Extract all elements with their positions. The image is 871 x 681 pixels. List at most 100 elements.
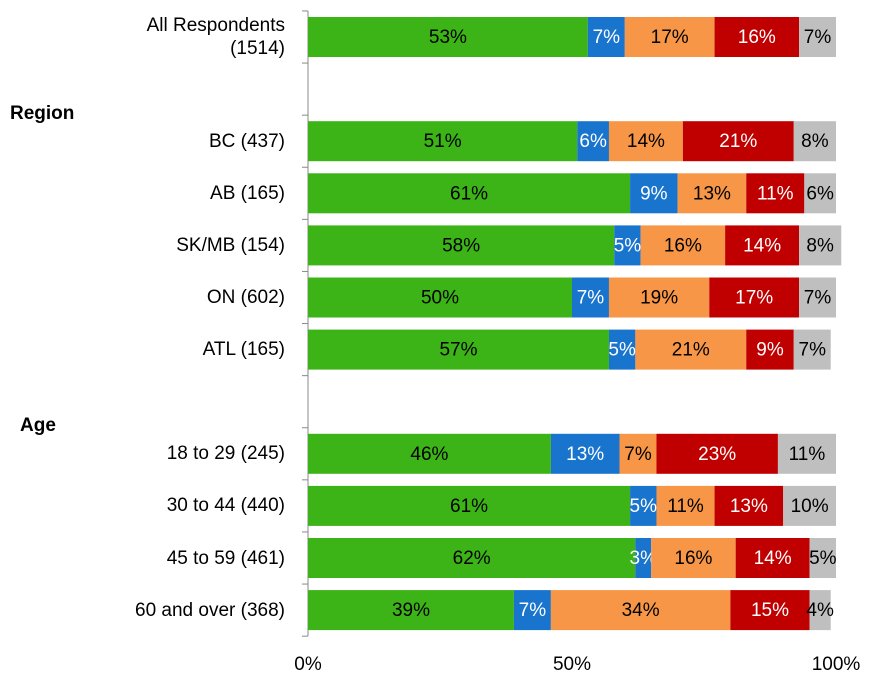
group-header: Age bbox=[20, 415, 56, 437]
value-label: 13% bbox=[730, 496, 768, 517]
bar-segment bbox=[608, 121, 683, 162]
bar-segment bbox=[656, 485, 715, 526]
value-label: 14% bbox=[627, 131, 665, 152]
bar-segment bbox=[730, 590, 810, 631]
bar-segment bbox=[608, 329, 636, 370]
bar-segment bbox=[308, 433, 551, 474]
value-label: 19% bbox=[640, 288, 678, 309]
value-label: 17% bbox=[651, 27, 689, 48]
bar-segment bbox=[308, 277, 572, 318]
value-label: 57% bbox=[439, 340, 477, 361]
bar-segment bbox=[619, 433, 657, 474]
value-label: 5% bbox=[608, 340, 636, 361]
bar-segment bbox=[809, 590, 831, 631]
category-label: ATL (165) bbox=[202, 339, 285, 361]
bar-segment bbox=[572, 277, 609, 318]
value-label: 8% bbox=[801, 131, 829, 152]
value-label: 13% bbox=[693, 183, 731, 204]
bar-segment bbox=[624, 17, 715, 57]
value-label: 8% bbox=[806, 235, 834, 256]
x-tick-label: 0% bbox=[294, 654, 322, 675]
value-label: 61% bbox=[450, 183, 488, 204]
value-label: 9% bbox=[756, 340, 784, 361]
bar-segment bbox=[793, 329, 831, 370]
bar-segment bbox=[714, 17, 800, 57]
value-label: 7% bbox=[577, 288, 605, 309]
category-label: 30 to 44 (440) bbox=[166, 495, 285, 517]
bar-segment bbox=[635, 538, 652, 578]
bar-segment bbox=[308, 17, 588, 57]
value-label: 5% bbox=[614, 235, 642, 256]
bar-segment bbox=[608, 277, 710, 318]
value-label: 9% bbox=[640, 183, 668, 204]
bar-segment bbox=[746, 173, 805, 214]
value-label: 14% bbox=[754, 548, 792, 569]
bar-segment bbox=[550, 433, 620, 474]
value-label: 51% bbox=[424, 131, 462, 152]
value-label: 58% bbox=[442, 235, 480, 256]
value-label: 5% bbox=[630, 496, 658, 517]
category-label: 18 to 29 (245) bbox=[166, 443, 285, 465]
bar-segment bbox=[725, 225, 800, 266]
bar-segment bbox=[308, 590, 514, 631]
value-label: 7% bbox=[804, 27, 832, 48]
value-label: 11% bbox=[667, 496, 704, 517]
bar-segment bbox=[735, 538, 810, 578]
value-label: 50% bbox=[421, 288, 459, 309]
bar-segment bbox=[550, 590, 731, 631]
value-label: 62% bbox=[453, 548, 491, 569]
value-label: 53% bbox=[429, 27, 467, 48]
value-label: 21% bbox=[672, 340, 710, 361]
x-tick-label: 100% bbox=[812, 654, 861, 675]
value-label: 7% bbox=[799, 340, 827, 361]
value-label: 46% bbox=[410, 444, 448, 465]
value-label: 6% bbox=[806, 183, 834, 204]
value-label: 14% bbox=[743, 235, 781, 256]
value-label: 7% bbox=[593, 27, 621, 48]
bar-segment bbox=[799, 225, 842, 266]
bar-segment bbox=[809, 538, 836, 578]
value-label: 13% bbox=[566, 444, 604, 465]
category-label: 45 to 59 (461) bbox=[166, 547, 285, 569]
bar-segment bbox=[677, 173, 747, 214]
bar-segment bbox=[587, 17, 625, 57]
value-label: 4% bbox=[806, 600, 834, 621]
bar-segment bbox=[799, 17, 836, 57]
bar-segment bbox=[777, 433, 836, 474]
bar-segment bbox=[799, 277, 836, 318]
bar-segment bbox=[630, 485, 657, 526]
bar-segment bbox=[640, 225, 726, 266]
category-label: SK/MB (154) bbox=[176, 234, 285, 256]
value-label: 16% bbox=[664, 235, 702, 256]
bar-segment bbox=[651, 538, 736, 578]
group-header: Region bbox=[10, 102, 75, 124]
value-label: 23% bbox=[698, 444, 736, 465]
value-label: 7% bbox=[624, 444, 652, 465]
bar-segment bbox=[656, 433, 778, 474]
bar-segment bbox=[577, 121, 609, 162]
value-label: 3% bbox=[630, 548, 658, 569]
category-label: All Respondents (1514) bbox=[146, 15, 285, 59]
category-label: BC (437) bbox=[208, 130, 285, 152]
category-label: AB (165) bbox=[210, 182, 285, 204]
value-label: 61% bbox=[450, 496, 488, 517]
value-label: 5% bbox=[809, 548, 837, 569]
value-label: 16% bbox=[738, 27, 776, 48]
bar-segment bbox=[714, 485, 784, 526]
bar-segment bbox=[635, 329, 747, 370]
bar-segment bbox=[746, 329, 794, 370]
category-label: 60 and over (368) bbox=[135, 599, 285, 621]
value-label: 21% bbox=[719, 131, 757, 152]
bar-segment bbox=[513, 590, 551, 631]
bar-segment bbox=[308, 329, 609, 370]
value-label: 16% bbox=[674, 548, 712, 569]
bar-segment bbox=[614, 225, 641, 266]
bar-segment bbox=[804, 173, 836, 214]
value-label: 15% bbox=[751, 600, 789, 621]
bar-segment bbox=[308, 121, 578, 162]
bar-segment bbox=[682, 121, 794, 162]
category-label: ON (602) bbox=[206, 287, 285, 308]
bar-segment bbox=[308, 173, 631, 214]
value-label: 7% bbox=[519, 600, 547, 621]
